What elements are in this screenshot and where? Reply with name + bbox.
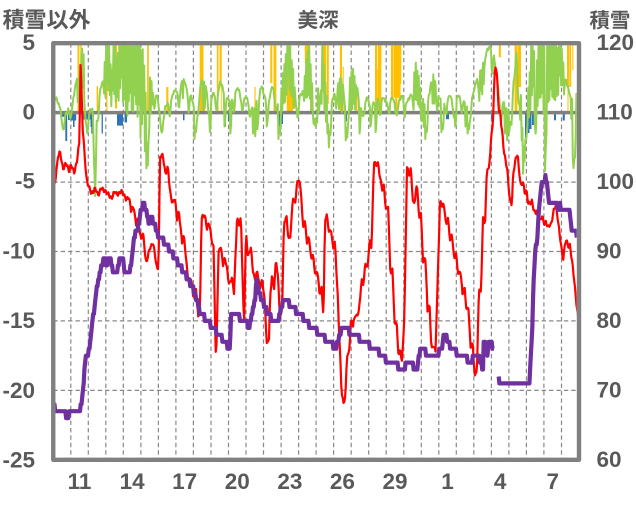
svg-text:-10: -10 — [2, 239, 35, 264]
svg-text:110: 110 — [597, 99, 633, 124]
svg-text:1: 1 — [441, 469, 454, 494]
svg-text:90: 90 — [597, 239, 622, 264]
svg-text:70: 70 — [597, 378, 622, 403]
svg-text:80: 80 — [597, 308, 622, 333]
svg-text:100: 100 — [597, 169, 635, 194]
svg-text:20: 20 — [225, 469, 250, 494]
svg-text:5: 5 — [22, 30, 35, 55]
svg-text:14: 14 — [120, 469, 146, 494]
svg-text:7: 7 — [546, 469, 559, 494]
svg-text:-25: -25 — [2, 447, 35, 472]
svg-text:26: 26 — [330, 469, 355, 494]
svg-text:11: 11 — [68, 469, 92, 494]
svg-text:-20: -20 — [2, 378, 35, 403]
svg-text:120: 120 — [597, 30, 635, 55]
svg-text:-15: -15 — [2, 308, 35, 333]
svg-text:-5: -5 — [15, 169, 35, 194]
svg-text:29: 29 — [382, 469, 407, 494]
svg-text:60: 60 — [597, 447, 622, 472]
svg-text:17: 17 — [172, 469, 197, 494]
svg-text:0: 0 — [22, 100, 35, 125]
svg-text:23: 23 — [277, 469, 302, 494]
svg-text:4: 4 — [494, 469, 507, 494]
